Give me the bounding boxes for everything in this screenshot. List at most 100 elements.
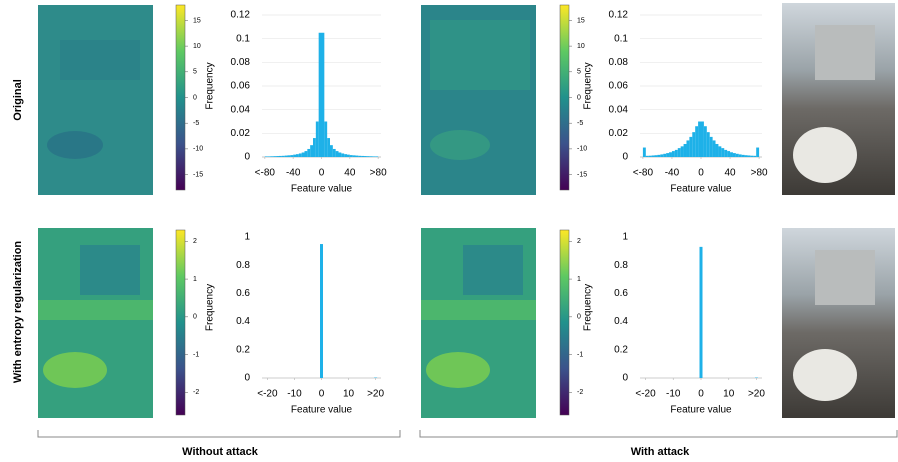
colorbar-tick-label: 0 [577,314,581,321]
bar [366,156,370,157]
y-tick-label: 0.2 [614,344,628,355]
bar [677,148,681,157]
colorbar-tick-label: -15 [193,171,203,178]
bar [347,154,350,157]
bar [756,147,760,157]
bar [369,156,373,157]
bar [364,156,367,157]
colorbar-tick-label: 1 [193,276,197,283]
bar [703,126,707,157]
bar [279,155,282,157]
bar [320,244,323,378]
bar [654,155,658,157]
bar [352,155,356,157]
bar [375,156,379,157]
colorbar-tick-label: -5 [193,120,199,127]
colorbar-tick-label: -1 [577,351,583,358]
bar [330,145,333,157]
bar [335,151,339,157]
y-tick-label: 0 [244,152,250,163]
bar [321,32,325,157]
bar [284,155,288,157]
y-axis-label: Frequency [583,62,594,109]
bar [727,151,731,157]
colorbar-tick-label: 15 [193,17,201,24]
x-tick-label: >80 [751,168,768,179]
bar [315,121,319,157]
y-tick-label: 0.02 [609,128,629,139]
bar [698,121,701,157]
bar [674,149,678,157]
bar [692,132,696,157]
photo [782,3,895,195]
y-tick-label: 0.6 [236,288,250,299]
bar [680,146,684,157]
bar [699,246,703,378]
bar [298,153,302,157]
bar [301,152,305,157]
x-tick-label: 40 [344,168,356,179]
bar [686,140,690,157]
bar [669,152,672,157]
y-tick-label: 0.4 [614,316,628,327]
y-tick-label: 0.1 [236,33,250,44]
feature-map [421,5,536,195]
bar [701,121,704,157]
bar [657,154,661,157]
bracket [37,430,401,438]
colorbar-tick-label: 2 [193,238,197,245]
y-tick-label: 0.6 [614,288,628,299]
bar [327,138,330,157]
y-tick-label: 0.08 [231,57,251,68]
x-axis-label: Feature value [670,405,732,416]
row-label: With entropy regularization [12,241,24,384]
y-tick-label: 1 [244,232,250,243]
bar [344,154,347,157]
y-tick-label: 0.06 [609,81,629,92]
y-tick-label: 0.1 [614,33,628,44]
colorbar-tick-label: 10 [193,43,201,50]
x-tick-label: -40 [665,168,680,179]
bar [355,155,359,157]
bar [709,136,713,157]
x-tick-label: <-80 [255,168,276,179]
y-axis-label: Frequency [205,284,216,331]
colorbar-tick-label: 2 [577,238,581,245]
bar [718,146,722,157]
bracket [419,430,898,438]
bar [732,153,736,157]
colorbar-tick-label: 15 [577,17,585,24]
bar [358,155,362,157]
x-tick-label: <-80 [633,168,654,179]
bar [660,154,664,157]
colorbar-tick-label: -15 [577,171,587,178]
bar [264,156,268,157]
x-tick-label: <-20 [635,389,656,400]
photo [782,228,895,418]
bar [281,155,285,157]
bar [750,155,754,157]
bar [287,155,291,157]
bar [276,156,279,157]
colorbar-tick-label: 0 [577,94,581,101]
y-tick-label: 0.12 [231,10,251,21]
bar [267,156,271,157]
feature-map [38,228,153,418]
bar [741,154,745,157]
bar [721,148,725,157]
row-label: Original [12,79,24,121]
bar [666,153,670,157]
y-tick-label: 0.02 [231,128,251,139]
colorbar [175,4,186,191]
group-label: With attack [631,446,690,458]
bar [318,32,322,157]
y-tick-label: 0.4 [236,316,250,327]
bar [753,155,757,157]
x-axis-label: Feature value [291,184,353,195]
bar [310,145,313,157]
bar [744,155,748,157]
colorbar [175,229,186,416]
y-tick-label: 0.06 [231,81,251,92]
bar [706,132,710,157]
bar [313,138,316,157]
